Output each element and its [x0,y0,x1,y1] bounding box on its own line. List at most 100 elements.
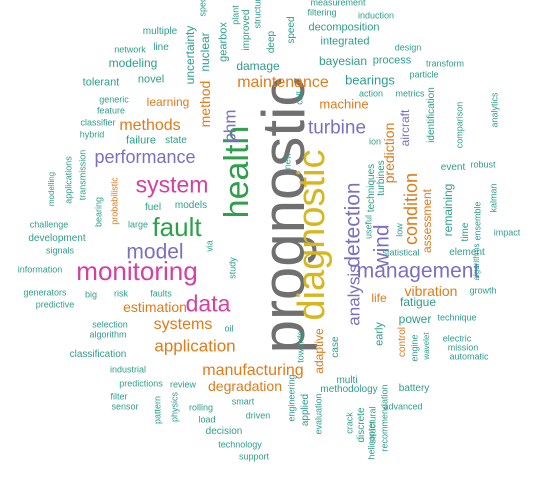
word-system: system [135,171,209,198]
word-evaluation: evaluation [313,393,324,435]
word-detection: detection [341,182,365,268]
word-modelling: modelling [47,171,56,207]
word-state: state [165,135,187,146]
word-helicopter: helicopter [366,420,377,460]
word-modeling: modeling [108,56,158,70]
word-element: element [449,247,485,258]
word-ion: ion [368,136,382,147]
word-structure: structure [252,0,263,29]
word-deep: deep [266,30,277,54]
word-electric: electric [442,333,472,344]
word-event: event [440,162,466,173]
word-automatic: automatic [449,351,489,362]
word-performance: performance [94,147,196,167]
word-damage: damage [236,59,280,73]
word-vibration: vibration [404,283,458,299]
word-power: power [398,312,432,326]
word-smart: smart [231,396,255,407]
word-method: method [197,80,213,128]
word-development: development [28,233,86,244]
word-plant: plant [230,5,241,25]
word-degradation: degradation [208,378,282,394]
word-wavelet: wavelet [422,332,431,360]
word-feature: feature [96,105,126,116]
word-integrated: integrated [320,35,370,48]
word-identification: identification [426,87,437,143]
word-discrete: discrete [356,407,367,443]
word-particle: particle [409,69,439,80]
word-applications: applications [63,156,74,204]
word-pattern: pattern [152,395,163,425]
word-improved: improved [241,9,252,51]
word-systems: systems [153,316,213,333]
word-battery: battery [398,383,430,394]
word-multi: multi [336,375,358,386]
word-filter: filter [110,391,128,402]
word-industrial: industrial [109,364,147,375]
word-bayesian: bayesian [318,54,368,68]
word-analytics: analytics [489,92,500,128]
word-algorithm: algorithm [89,329,127,340]
word-action: action [358,88,384,99]
word-low: low [394,223,405,237]
word-predictive: predictive [35,299,75,310]
word-model: model [126,240,184,264]
word-review: review [169,379,197,390]
word-new: new [282,152,293,170]
word-gearbox: gearbox [217,22,230,62]
word-information: information [17,264,63,275]
word-selection: selection [92,319,128,330]
word-ensemble: ensemble [472,201,483,241]
word-statistical: statistical [382,247,420,258]
word-physics: physics [169,391,180,423]
word-transmission: transmission [77,149,88,201]
word-learning: learning [146,95,190,109]
word-condition: condition [401,172,421,246]
word-growth: growth [469,285,497,296]
word-uncertainty: uncertainty [183,25,197,85]
word-failure: failure [126,134,156,147]
word-adaptive: adaptive [312,328,326,374]
word-recommendation: recommendation [379,384,390,452]
word-manufacturing: manufacturing [202,362,304,379]
word-decision: decision [205,426,243,437]
word-oil: oil [224,323,234,334]
word-fatigue: fatigue [399,295,437,309]
word-turbines: turbines [376,160,387,196]
word-metrics: metrics [395,88,425,99]
word-classification: classification [69,349,127,360]
word-towards: towards [295,331,306,363]
word-via: via [204,240,215,252]
word-aircraft: aircraft [398,109,412,147]
word-fuel: fuel [144,202,162,213]
word-crack: crack [344,412,355,434]
word-predictions: predictions [119,378,163,389]
word-study: study [227,257,238,279]
word-technique: technique [437,312,477,323]
word-control: control [397,326,408,358]
word-comparison: comparison [454,101,465,149]
word-algorithms: algorithms [472,243,481,281]
word-hybrid: hybrid [79,129,105,140]
word-classifier: classifier [80,117,116,128]
word-network: network [114,44,146,55]
word-measurement: measurement [310,0,366,8]
word-generic: generic [99,94,129,105]
word-transform: transform [425,58,465,69]
word-induction: induction [357,10,395,21]
word-challenge: challenge [29,219,69,230]
word-load: load [198,414,216,425]
word-support: support [238,451,270,462]
word-technology: technology [218,439,262,450]
word-data: data [185,290,231,317]
word-generators: generators [23,287,67,298]
word-kalman: kalman [488,183,499,213]
word-bearing: bearing [93,196,104,228]
word-design: design [394,42,422,53]
word-machine: machine [319,96,369,112]
word-sensor: sensor [111,401,139,412]
word-management: management [356,259,480,283]
word-applied: applied [300,393,311,427]
word-advanced: advanced [383,401,423,412]
